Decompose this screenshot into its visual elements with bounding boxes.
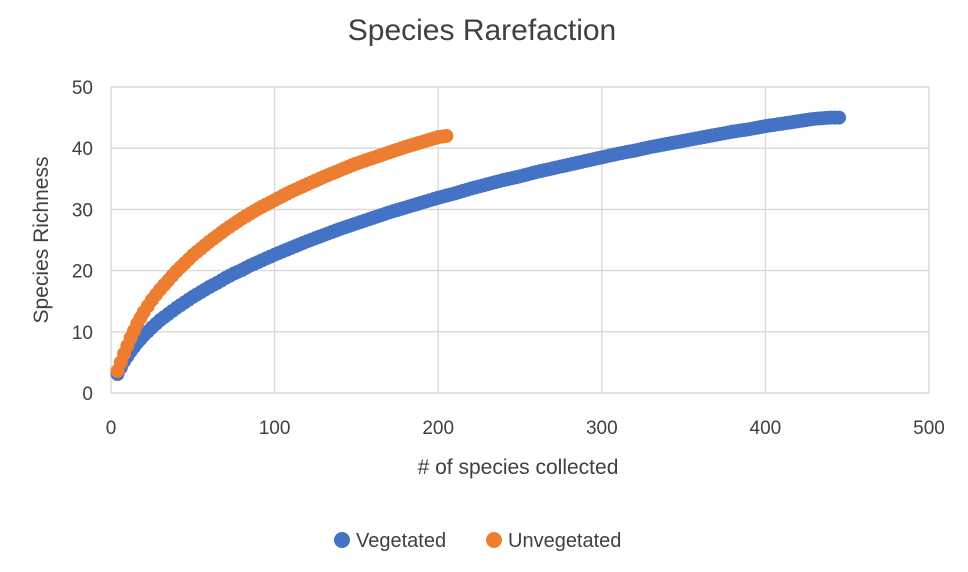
legend-marker-vegetated [334,532,350,548]
y-tick-label: 10 [72,323,93,344]
x-axis-ticks: 0 100 200 300 400 500 [106,418,945,439]
legend-label-vegetated: Vegetated [356,530,446,552]
y-tick-label: 30 [72,200,93,221]
series-unvegetated [110,128,454,378]
legend-label-unvegetated: Unvegetated [508,530,621,552]
y-tick-label: 0 [82,384,93,405]
y-tick-label: 20 [72,262,93,283]
y-axis-ticks: 0 10 20 30 40 50 [72,78,93,405]
x-tick-label: 300 [586,418,618,439]
gridlines [110,86,930,394]
series-points [110,110,847,382]
legend-marker-unvegetated [486,532,502,548]
y-tick-label: 50 [72,78,93,99]
x-tick-label: 0 [106,418,117,439]
y-axis-label: Species Richness [30,157,53,324]
x-tick-label: 500 [913,418,945,439]
data-point [832,110,847,125]
x-tick-label: 400 [750,418,782,439]
data-point [439,128,454,143]
x-tick-label: 100 [259,418,291,439]
series-vegetated [110,110,847,382]
x-tick-label: 200 [422,418,454,439]
legend: Vegetated Unvegetated [334,530,621,552]
chart-title: Species Rarefaction [348,14,616,47]
y-tick-label: 40 [72,139,93,160]
x-axis-label: # of species collected [418,456,619,479]
